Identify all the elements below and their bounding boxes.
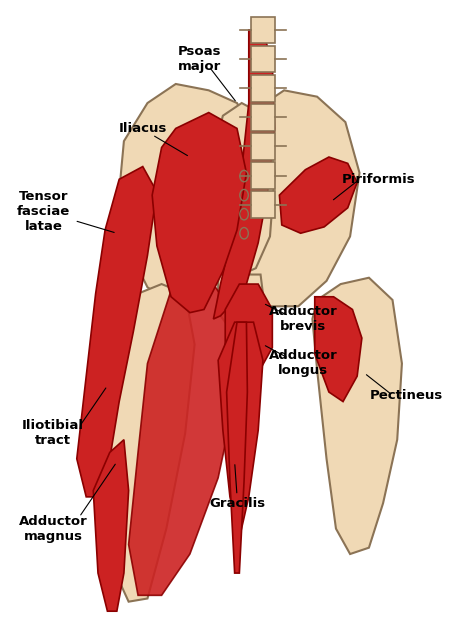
Polygon shape — [77, 167, 157, 497]
Polygon shape — [152, 112, 246, 313]
Polygon shape — [93, 440, 128, 611]
Polygon shape — [251, 104, 275, 131]
Polygon shape — [315, 297, 362, 401]
Polygon shape — [251, 133, 275, 160]
Polygon shape — [209, 103, 275, 274]
Polygon shape — [251, 162, 275, 189]
Polygon shape — [251, 17, 275, 43]
Text: Iliotibial
tract: Iliotibial tract — [22, 419, 84, 447]
Text: Pectineus: Pectineus — [370, 389, 443, 402]
Polygon shape — [251, 46, 275, 73]
Polygon shape — [251, 191, 275, 218]
Polygon shape — [218, 274, 265, 338]
Text: Psoas
major: Psoas major — [178, 45, 221, 73]
Text: Adductor
brevis: Adductor brevis — [269, 305, 337, 333]
Polygon shape — [279, 157, 357, 234]
Polygon shape — [312, 278, 402, 554]
Polygon shape — [100, 284, 195, 602]
Text: Gracilis: Gracilis — [209, 497, 265, 510]
Polygon shape — [119, 84, 251, 306]
Polygon shape — [128, 284, 237, 595]
Text: Adductor
longus: Adductor longus — [269, 350, 337, 378]
Polygon shape — [251, 75, 275, 101]
Text: Piriformis: Piriformis — [342, 173, 415, 186]
Polygon shape — [227, 322, 247, 573]
Text: Iliacus: Iliacus — [118, 122, 167, 135]
Polygon shape — [242, 91, 359, 306]
Polygon shape — [213, 30, 275, 319]
Text: Tensor
fasciae
latae: Tensor fasciae latae — [17, 189, 71, 232]
Polygon shape — [218, 322, 263, 538]
Polygon shape — [225, 284, 273, 373]
Text: Adductor
magnus: Adductor magnus — [19, 515, 88, 543]
